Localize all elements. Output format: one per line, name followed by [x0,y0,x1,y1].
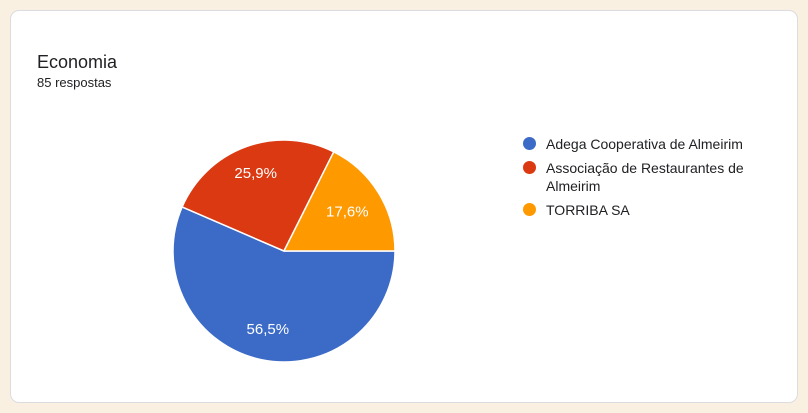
legend-label: Adega Cooperativa de Almeirim [546,136,743,152]
pie-slice-0[interactable] [172,206,396,363]
summary-card: Economia 85 respostas 56,5% 25,9% 17,6% Ad… [10,10,798,403]
legend-label: TORRIBA SA [546,202,630,218]
legend-swatch-icon [523,161,536,174]
legend-item: Adega Cooperativa de Almeirim [523,135,770,153]
pie-chart[interactable]: 56,5% 25,9% 17,6% [172,139,396,363]
question-title: Economia [37,52,118,72]
legend-item: TORRIBA SA [523,201,770,219]
legend-item: Associação de Restaurantes de Almeirim [523,159,770,195]
chart-legend: Adega Cooperativa de Almeirim Associação… [523,135,770,219]
pie-chart-area: 56,5% 25,9% 17,6% Adega Cooperativa de Alm… [11,11,797,402]
legend-swatch-icon [523,203,536,216]
legend-label: Associação de Restaurantes de Almeirim [546,160,744,194]
legend-swatch-icon [523,137,536,150]
pie-slice-2[interactable] [283,151,396,252]
pie-slice-label: 25,9% [234,165,277,182]
pie-slice-label: 56,5% [247,321,290,338]
pie-slice-1[interactable] [181,139,335,252]
pie-slice-label: 17,6% [326,203,369,220]
response-count: 85 respostas [37,75,112,90]
